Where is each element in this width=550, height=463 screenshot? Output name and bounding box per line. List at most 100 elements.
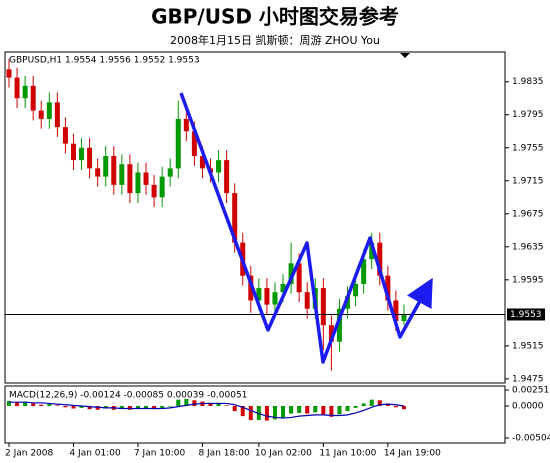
candle-body [183, 118, 189, 132]
macd-bar [393, 405, 398, 408]
y-tick-label: 1.9755 [512, 143, 544, 153]
y-tick-label: 1.9515 [512, 341, 544, 351]
candle-body [216, 160, 222, 173]
candle-body [135, 172, 141, 194]
candle-body [296, 263, 302, 293]
macd-bar [87, 405, 92, 410]
y-tick-label: 1.9595 [512, 275, 544, 285]
candle-body [264, 288, 270, 305]
macd-bar [337, 405, 342, 415]
candle-body [191, 131, 197, 157]
candle-body [62, 127, 68, 144]
candle-body [320, 288, 326, 326]
macd-bar [63, 405, 68, 408]
candle-body [38, 110, 44, 119]
candle-body [393, 300, 399, 322]
macd-bar [119, 405, 124, 409]
plot: 1.9835 1.9795 1.9755 1.9715 1.9675 1.9635 1.95… [5, 59, 550, 459]
macd-bar [401, 405, 406, 410]
chart-title: GBP/USD 小时图交易参考 [151, 5, 399, 29]
macd-bar [216, 402, 221, 406]
macd-bar [47, 404, 52, 406]
x-tick-label: 11 Jan 10:00 [319, 449, 376, 459]
price-panel [4, 51, 506, 384]
candle-body [127, 164, 133, 194]
candle-body [232, 193, 238, 243]
macd-bar [168, 405, 173, 407]
x-tick-label: 7 Jan 10:00 [134, 449, 186, 459]
x-tick-label: 10 Jan 02:00 [255, 449, 312, 459]
macd-bar [160, 405, 165, 408]
macd-bar [15, 402, 20, 406]
chart-subtitle: 2008年1月15日 凯斯顿：周游 ZHOU You [170, 33, 380, 47]
candle-body [377, 242, 383, 276]
candle-body [256, 288, 262, 301]
candle-body [111, 156, 117, 185]
candle-body [328, 325, 334, 342]
macd-bar [7, 400, 11, 406]
macd-bar [232, 405, 237, 412]
y-tick-label: 1.9635 [512, 242, 544, 252]
macd-bar [103, 405, 108, 409]
x-tick-label: 14 Jan 19:00 [384, 449, 441, 459]
current-price-label: 1.9553 [510, 310, 542, 320]
macd-bar [329, 405, 334, 417]
symbol-label: GBPUSD,H1 1.9554 1.9556 1.9552 1.9553 [9, 56, 200, 66]
candle-body [369, 242, 375, 260]
candle-body [401, 314, 407, 322]
candle-body [336, 308, 342, 342]
candle-body [199, 156, 205, 169]
candle-body [6, 69, 12, 78]
candle-body [385, 275, 391, 301]
candle-body [30, 85, 36, 111]
candle-body [272, 292, 278, 305]
candle-body [22, 85, 28, 99]
y-tick-label: 1.9675 [512, 209, 544, 219]
current-price-box [507, 308, 545, 321]
candle-body [159, 176, 165, 198]
candle-body [95, 168, 101, 177]
candle-body [87, 147, 93, 169]
y-tick-label: 0.00251 [512, 386, 549, 396]
macd-bar [289, 405, 294, 414]
macd-bar [23, 401, 28, 406]
macd-bar [95, 405, 100, 410]
macd-bar [281, 405, 286, 418]
candle-body [151, 184, 157, 198]
candle-body [288, 263, 294, 284]
candle-body [14, 77, 20, 99]
macd-label: MACD(12,26,9) -0.00124 -0.00085 0.00039 … [9, 391, 247, 401]
candle-body [70, 143, 76, 161]
y-tick-label: -0.00504 [512, 433, 550, 443]
macd-bar [345, 405, 350, 412]
macd-bar [135, 405, 140, 409]
macd-bar [313, 405, 318, 413]
macd-bar [361, 403, 366, 406]
macd-bar [353, 405, 358, 408]
macd-bar [248, 405, 253, 420]
macd-bar [208, 402, 213, 406]
pattern-annotation [179, 92, 433, 364]
macd-bar [264, 405, 269, 421]
macd-bar [192, 400, 197, 406]
macd-bar [39, 404, 44, 406]
candle-body [224, 160, 230, 194]
macd-bar [152, 405, 157, 410]
y-tick-label: 1.9795 [512, 110, 544, 120]
shift-marker [400, 53, 410, 58]
candle-body [175, 118, 181, 169]
macd-bar [184, 399, 189, 406]
candle-body [46, 102, 52, 119]
x-tick-label: 8 Jan 18:00 [198, 449, 250, 459]
macd-bar [55, 405, 60, 406]
y-tick-label: 1.9835 [512, 77, 544, 87]
signal-line [9, 401, 405, 419]
y-tick-label: 1.9715 [512, 176, 544, 186]
macd-bar [176, 399, 181, 406]
x-tick-label: 2 Jan 2008 [5, 449, 53, 459]
macd-bar [127, 405, 132, 410]
macd-bar [144, 405, 149, 409]
candle-body [361, 259, 367, 284]
macd-bar [240, 405, 245, 417]
